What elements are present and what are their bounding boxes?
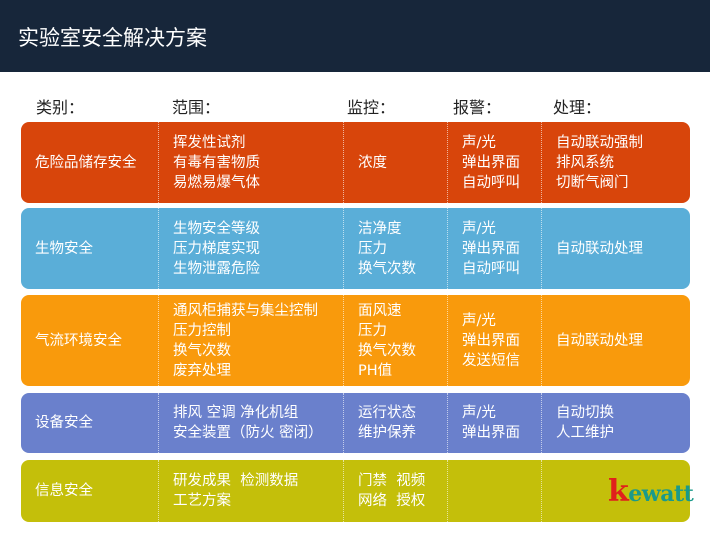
cell-category: 信息安全	[21, 460, 158, 522]
header-action: 处理：	[553, 98, 602, 117]
header-monitor: 监控：	[347, 98, 396, 117]
cell-category: 危险品储存安全	[21, 122, 158, 203]
action-text: 自动联动强制	[556, 134, 643, 151]
scope-text: 生物泄露危险	[173, 260, 260, 277]
scope-text: 压力控制	[173, 322, 231, 339]
category-text: 气流环境安全	[35, 332, 122, 349]
scope-text: 压力梯度实现	[173, 240, 260, 257]
cell-monitor: 洁净度 压力 换气次数	[343, 208, 447, 289]
cell-action	[541, 460, 690, 522]
scope-text: 安全装置（防火 密闭）	[173, 425, 323, 441]
header-alarm: 报警：	[453, 98, 502, 117]
monitor-text: 网络 授权	[358, 493, 426, 509]
monitor-text: 面风速	[358, 302, 402, 319]
cell-category: 气流环境安全	[21, 295, 158, 386]
cell-action: 自动联动强制 排风系统切断气阀门	[541, 122, 690, 203]
alarm-text: 声/光	[462, 312, 496, 329]
monitor-text: 换气次数	[358, 342, 416, 359]
scope-text: 通风柜捕获与集尘控制	[173, 302, 318, 319]
table-row: 设备安全 排风 空调 净化机组 安全装置（防火 密闭） 运行状态 维护保养 声/光 弹出界面…	[21, 393, 690, 453]
cell-alarm: 声/光弹出界面自动呼叫	[447, 122, 541, 203]
cell-alarm	[447, 460, 541, 522]
monitor-text: 维护保养	[358, 425, 416, 441]
alarm-text: 弹出界面	[462, 425, 520, 441]
alarm-text: 弹出界面	[462, 332, 520, 349]
scope-text: 研发成果 检测数据	[173, 473, 299, 489]
alarm-text: 声/光	[462, 134, 496, 151]
alarm-text: 声/光	[462, 405, 496, 421]
cell-category: 设备安全	[21, 393, 158, 453]
scope-text: 工艺方案	[173, 493, 231, 509]
cell-scope: 通风柜捕获与集尘控制 压力控制换气次数废弃处理	[158, 295, 343, 386]
alarm-text: 自动呼叫	[462, 174, 520, 191]
monitor-text: 运行状态	[358, 405, 416, 421]
action-text: 人工维护	[556, 425, 614, 441]
action-text: 自动联动处理	[556, 240, 643, 257]
action-text: 自动联动处理	[556, 332, 643, 349]
scope-text: 挥发性试剂	[173, 134, 246, 151]
cell-scope: 排风 空调 净化机组安全装置（防火 密闭）	[158, 393, 343, 453]
action-text: 自动切换	[556, 405, 614, 421]
table-row: 气流环境安全 通风柜捕获与集尘控制 压力控制 换气次数 废弃处理 面风速 压力 换气次数 PH值…	[21, 295, 690, 386]
cell-monitor: 运行状态 维护保养	[343, 393, 447, 453]
table-row: 生物安全 生物安全等级 压力梯度实现 生物泄露危险 洁净度 压力 换气次数 声/光 弹出界面 自动…	[21, 208, 690, 289]
scope-text: 易燃易爆气体	[173, 174, 260, 191]
alarm-text: 发送短信	[462, 352, 520, 369]
table-row: 信息安全 研发成果 检测数据 工艺方案 门禁 视频 网络 授权	[21, 460, 690, 522]
category-text: 信息安全	[35, 483, 93, 499]
monitor-text: 压力	[358, 322, 387, 339]
action-text: 排风系统	[556, 154, 614, 171]
header-scope: 范围：	[172, 98, 221, 117]
monitor-text: PH值	[358, 362, 393, 379]
cell-alarm: 声/光弹出界面	[447, 393, 541, 453]
header-category: 类别：	[36, 98, 85, 117]
monitor-text: 压力	[358, 240, 387, 257]
page-title: 实验室安全解决方案	[18, 26, 207, 50]
scope-text: 排风 空调 净化机组	[173, 405, 299, 421]
alarm-text: 弹出界面	[462, 154, 520, 171]
title-bar: 实验室安全解决方案	[0, 0, 710, 72]
action-text: 切断气阀门	[556, 174, 629, 191]
cell-action: 自动联动处理	[541, 208, 690, 289]
alarm-text: 声/光	[462, 220, 496, 237]
cell-action: 自动联动处理	[541, 295, 690, 386]
scope-text: 废弃处理	[173, 362, 231, 379]
cell-scope: 研发成果 检测数据 工艺方案	[158, 460, 343, 522]
alarm-text: 自动呼叫	[462, 260, 520, 277]
monitor-text: 换气次数	[358, 260, 416, 277]
cell-scope: 生物安全等级 压力梯度实现 生物泄露危险	[158, 208, 343, 289]
cell-action: 自动切换 人工维护	[541, 393, 690, 453]
monitor-text: 门禁 视频	[358, 473, 426, 489]
scope-text: 换气次数	[173, 342, 231, 359]
cell-monitor: 浓度	[343, 122, 447, 203]
scope-text: 生物安全等级	[173, 220, 260, 237]
cell-alarm: 声/光弹出界面发送短信	[447, 295, 541, 386]
cell-scope: 挥发性试剂有毒有害物质 易燃易爆气体	[158, 122, 343, 203]
cell-category: 生物安全	[21, 208, 158, 289]
alarm-text: 弹出界面	[462, 240, 520, 257]
scope-text: 有毒有害物质	[173, 154, 260, 171]
category-text: 危险品储存安全	[35, 154, 137, 171]
category-text: 生物安全	[35, 240, 93, 257]
cell-monitor: 面风速压力换气次数 PH值	[343, 295, 447, 386]
category-text: 设备安全	[35, 415, 93, 431]
monitor-text: 洁净度	[358, 220, 402, 237]
kewatt-logo: kewatt	[608, 474, 694, 509]
cell-alarm: 声/光弹出界面自动呼叫	[447, 208, 541, 289]
cell-monitor: 门禁 视频网络 授权	[343, 460, 447, 522]
monitor-text: 浓度	[358, 154, 387, 171]
table-row: 危险品储存安全 挥发性试剂 有毒有害物质 易燃易爆气体 浓度 声/光 弹出界面 自动呼叫 自动联…	[21, 122, 690, 203]
